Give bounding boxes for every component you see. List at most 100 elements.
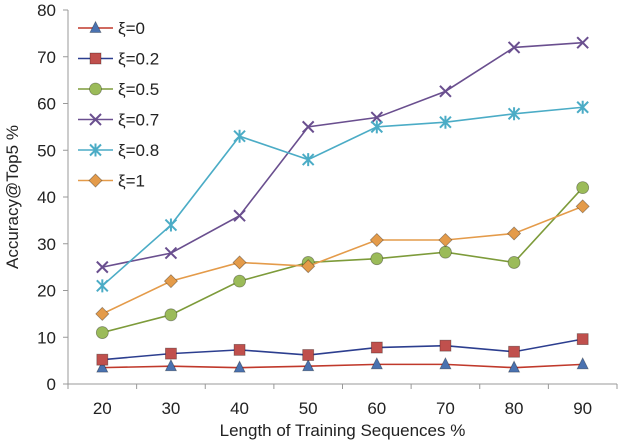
data-point [439,339,452,352]
y-tick-label: 30 [37,235,56,254]
legend-marker [89,20,102,33]
data-point [95,326,109,339]
x-ticks: 20 30 40 50 60 70 80 90 [67,384,618,418]
data-point [439,115,452,129]
y-tick-label: 40 [37,188,56,207]
legend-item: ξ=0.5 [78,80,159,99]
legend-item: ξ=1 [78,172,145,191]
legend-marker [88,173,103,188]
data-point [507,41,521,54]
data-point [233,343,246,356]
data-point [576,181,590,195]
data-point [233,129,246,143]
x-tick-label: 50 [299,399,318,418]
legend-item: ξ=0.2 [78,50,159,69]
y-tick-label: 70 [37,48,56,67]
legend-label: ξ=1 [118,172,145,191]
data-point [233,274,246,288]
series-layer [95,36,590,373]
x-axis-label: Length of Training Sequences % [220,421,466,440]
x-tick-label: 40 [230,399,249,418]
data-point [301,153,315,167]
data-point [507,256,521,269]
legend-marker [89,52,102,65]
series-line [102,41,583,268]
data-point [370,111,384,124]
data-point [164,218,178,232]
x-tick-label: 90 [573,399,592,418]
data-point [165,347,177,360]
data-point [370,252,384,266]
data-point [370,341,383,354]
legend-marker [89,82,102,96]
data-point [370,120,384,134]
y-tick-label: 50 [37,141,56,160]
data-point [164,246,178,260]
data-point [96,360,109,373]
data-point [507,107,521,121]
legend-item: ξ=0 [78,19,145,38]
data-point [576,100,589,114]
x-tick-label: 60 [367,399,386,418]
y-tick-label: 20 [37,282,56,301]
y-ticks: 0 10 20 30 40 50 60 70 80 [37,1,68,394]
y-tick-label: 80 [37,1,56,20]
legend-label: ξ=0.2 [118,50,159,69]
data-point [369,232,384,248]
series-1 [96,333,589,366]
series-2 [95,181,590,339]
data-point [575,199,590,214]
x-tick-label: 80 [505,399,524,418]
data-point [576,333,589,346]
series-line [102,363,583,369]
data-point [302,349,315,361]
data-point [164,358,178,372]
data-point [439,356,452,370]
series-0 [96,356,589,373]
legend-marker [89,143,102,157]
legend-item: ξ=0.7 [78,111,159,130]
legend-label: ξ=0.5 [118,80,159,99]
data-point [576,36,589,49]
legend-marker [89,113,102,126]
y-axis-label: Accuracy@Top5 % [3,125,22,269]
data-point [96,353,109,366]
data-point [576,356,589,370]
series-3 [96,36,589,274]
data-point [233,360,246,373]
data-point [439,245,452,259]
series-4 [96,100,589,293]
y-tick-label: 10 [37,328,56,347]
legend-label: ξ=0.8 [118,141,159,160]
data-point [95,306,110,321]
data-point [164,308,178,322]
series-line [102,187,584,334]
data-point [370,356,383,370]
data-point [302,358,315,372]
data-point [232,255,247,270]
series-line [101,205,583,315]
legend-item: ξ=0.8 [78,141,159,160]
series-line [102,338,583,361]
series-line [101,106,583,287]
data-point [438,232,453,248]
x-tick-label: 20 [93,399,112,418]
y-tick-label: 60 [37,95,56,114]
data-point [96,260,109,274]
series-5 [95,199,590,321]
data-point [96,279,109,293]
data-point [508,345,520,358]
legend-label: ξ=0.7 [118,111,159,130]
data-point [301,259,316,274]
x-tick-label: 70 [436,399,455,418]
data-point [506,226,522,241]
data-point [301,120,315,134]
data-point [507,360,521,373]
x-tick-label: 30 [161,399,180,418]
legend: ξ=0 ξ=0.2 ξ=0.5 ξ=0.7 ξ=0.8 ξ=1 [78,19,159,191]
data-point [163,274,179,289]
data-point [233,209,246,222]
y-tick-label: 0 [47,375,56,394]
data-point [439,85,452,98]
